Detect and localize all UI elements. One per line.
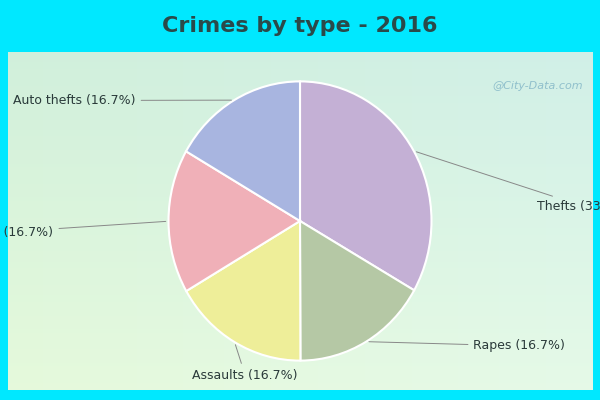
Wedge shape [169,151,300,291]
Text: Assaults (16.7%): Assaults (16.7%) [193,345,298,382]
Wedge shape [300,221,414,361]
Wedge shape [300,81,431,290]
Text: Thefts (33.3%): Thefts (33.3%) [416,152,600,213]
Text: Crimes by type - 2016: Crimes by type - 2016 [162,16,438,36]
Wedge shape [186,81,300,221]
Text: Rapes (16.7%): Rapes (16.7%) [369,340,565,352]
Text: Auto thefts (16.7%): Auto thefts (16.7%) [13,94,232,107]
Wedge shape [186,221,301,361]
Text: Burglaries (16.7%): Burglaries (16.7%) [0,222,166,239]
Text: @City-Data.com: @City-Data.com [493,81,583,91]
